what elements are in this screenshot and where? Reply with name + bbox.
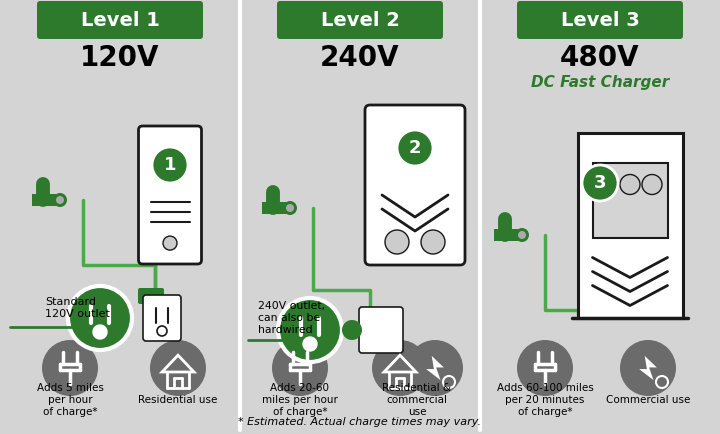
Text: Level 2: Level 2 xyxy=(320,10,400,30)
Circle shape xyxy=(642,174,662,194)
Text: Residential use: Residential use xyxy=(138,395,217,405)
Bar xyxy=(577,132,683,318)
Circle shape xyxy=(150,340,206,396)
Circle shape xyxy=(598,174,618,194)
Polygon shape xyxy=(639,356,657,380)
Circle shape xyxy=(582,165,618,201)
Circle shape xyxy=(283,201,297,215)
Circle shape xyxy=(397,130,433,166)
Circle shape xyxy=(372,340,428,396)
Text: 240V outlet,
can also be
hardwired: 240V outlet, can also be hardwired xyxy=(258,301,325,335)
Text: 120V: 120V xyxy=(80,44,160,72)
Text: 480V: 480V xyxy=(560,44,640,72)
Text: Adds 60-100 miles
per 20 minutes
of charge*: Adds 60-100 miles per 20 minutes of char… xyxy=(497,383,593,417)
Text: * Estimated. Actual charge times may vary.: * Estimated. Actual charge times may var… xyxy=(238,417,482,427)
Text: 2: 2 xyxy=(409,139,421,157)
Text: 240V: 240V xyxy=(320,44,400,72)
Polygon shape xyxy=(262,202,290,214)
FancyBboxPatch shape xyxy=(143,295,181,341)
Text: Level 1: Level 1 xyxy=(81,10,159,30)
FancyBboxPatch shape xyxy=(277,1,443,39)
Polygon shape xyxy=(426,356,444,380)
Text: Residential &
commercial
use: Residential & commercial use xyxy=(382,383,451,417)
Bar xyxy=(593,162,667,237)
Circle shape xyxy=(385,230,409,254)
Text: DC Fast Charger: DC Fast Charger xyxy=(531,75,669,89)
Circle shape xyxy=(407,340,463,396)
Circle shape xyxy=(303,337,317,351)
Circle shape xyxy=(515,228,529,242)
FancyBboxPatch shape xyxy=(517,1,683,39)
FancyBboxPatch shape xyxy=(138,288,164,304)
Circle shape xyxy=(518,231,526,239)
Circle shape xyxy=(278,298,342,362)
Polygon shape xyxy=(494,229,522,241)
Text: Level 3: Level 3 xyxy=(561,10,639,30)
Text: 1: 1 xyxy=(163,156,176,174)
Text: Adds 5 miles
per hour
of charge*: Adds 5 miles per hour of charge* xyxy=(37,383,104,417)
Text: Commercial use: Commercial use xyxy=(606,395,690,405)
Circle shape xyxy=(152,147,188,183)
Circle shape xyxy=(272,340,328,396)
Circle shape xyxy=(342,320,362,340)
Circle shape xyxy=(42,340,98,396)
Text: Adds 20-60
miles per hour
of charge*: Adds 20-60 miles per hour of charge* xyxy=(262,383,338,417)
Circle shape xyxy=(56,196,64,204)
Circle shape xyxy=(620,340,676,396)
Circle shape xyxy=(68,286,132,350)
FancyBboxPatch shape xyxy=(37,1,203,39)
FancyBboxPatch shape xyxy=(359,307,403,353)
Text: Standard
120V outlet: Standard 120V outlet xyxy=(45,297,110,319)
Circle shape xyxy=(93,325,107,339)
Circle shape xyxy=(620,174,640,194)
Circle shape xyxy=(163,236,177,250)
FancyBboxPatch shape xyxy=(365,105,465,265)
Polygon shape xyxy=(32,194,60,206)
Circle shape xyxy=(286,204,294,212)
FancyBboxPatch shape xyxy=(138,126,202,264)
Circle shape xyxy=(517,340,573,396)
Circle shape xyxy=(53,193,67,207)
Text: 3: 3 xyxy=(594,174,606,192)
Circle shape xyxy=(421,230,445,254)
